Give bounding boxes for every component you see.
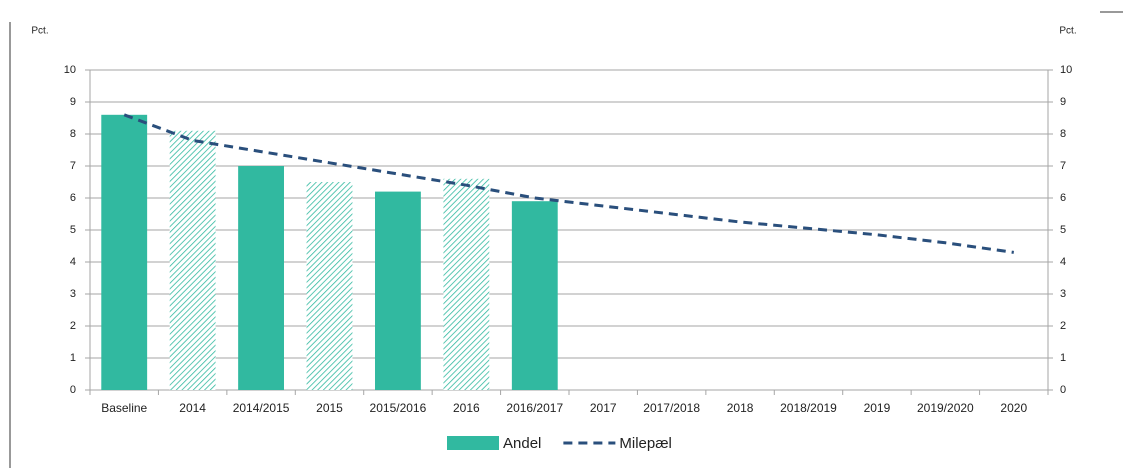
- x-tick-label: 2016: [453, 401, 480, 415]
- bar: [511, 201, 558, 390]
- y-tick-label: 10: [64, 64, 76, 76]
- x-tick-label: 2018: [727, 401, 754, 415]
- bar: [238, 166, 284, 390]
- y2-tick-label: 5: [1060, 224, 1066, 236]
- bar: [169, 130, 216, 391]
- y2-tick-label: 3: [1060, 288, 1066, 300]
- y-tick-label: 0: [70, 384, 76, 396]
- y-tick-label: 6: [70, 192, 76, 204]
- y2-tick-label: 0: [1060, 384, 1066, 396]
- y-tick-label: 4: [70, 256, 76, 268]
- bar: [375, 191, 421, 390]
- y2-axis-label: Pct.: [1059, 26, 1076, 37]
- y-tick-label: 8: [70, 128, 76, 140]
- x-tick-label: 2019/2020: [917, 401, 974, 415]
- y-tick-label: 2: [70, 320, 76, 332]
- y2-tick-label: 2: [1060, 320, 1066, 332]
- y-axis-label: Pct.: [31, 26, 48, 37]
- bar: [443, 178, 490, 390]
- line: [123, 113, 1014, 254]
- y-tick-label: 5: [70, 224, 76, 236]
- x-tick-label: 2020: [1000, 401, 1027, 415]
- legend-label: Andel: [503, 435, 541, 452]
- y2-tick-label: 7: [1060, 160, 1066, 172]
- y2-tick-label: 8: [1060, 128, 1066, 140]
- y2-tick-label: 4: [1060, 256, 1066, 268]
- y-tick-label: 3: [70, 288, 76, 300]
- x-tick-label: 2014/2015: [233, 401, 290, 415]
- x-tick-label: 2015: [316, 401, 343, 415]
- y2-tick-label: 6: [1060, 192, 1066, 204]
- y2-tick-label: 10: [1060, 64, 1072, 76]
- y2-tick-label: 1: [1060, 352, 1066, 364]
- x-tick-label: Baseline: [101, 401, 147, 415]
- y2-tick-label: 9: [1060, 96, 1066, 108]
- x-tick-label: 2017/2018: [643, 401, 700, 415]
- legend-swatch: [447, 436, 499, 450]
- x-tick-label: 2019: [864, 401, 891, 415]
- bar: [306, 182, 353, 390]
- legend-label: Milepæl: [619, 435, 672, 452]
- x-tick-label: 2017: [590, 401, 617, 415]
- x-tick-label: 2014: [179, 401, 206, 415]
- x-tick-label: 2015/2016: [370, 401, 427, 415]
- x-tick-label: 2018/2019: [780, 401, 837, 415]
- bar: [101, 114, 148, 391]
- y-tick-label: 1: [70, 352, 76, 364]
- y-tick-label: 7: [70, 160, 76, 172]
- y-tick-label: 9: [70, 96, 76, 108]
- x-tick-label: 2016/2017: [506, 401, 563, 415]
